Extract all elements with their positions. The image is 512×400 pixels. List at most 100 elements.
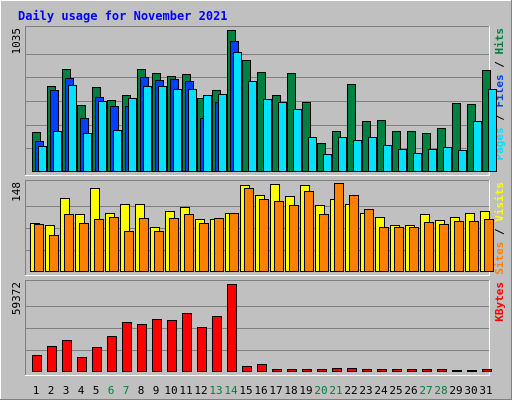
bar-kbytes-day-25 [392, 369, 402, 372]
bar-kbytes-day-26 [407, 369, 417, 372]
x-tick-label-26: 26 [404, 384, 417, 397]
bar-sites-day-6 [109, 217, 119, 272]
bar-kbytes-day-13 [212, 316, 222, 372]
bar-kbytes-day-16 [257, 364, 267, 372]
x-tick-label-9: 9 [153, 384, 160, 397]
bar-pages-day-3 [68, 85, 77, 172]
bar-pages-day-8 [143, 86, 152, 172]
bar-kbytes-day-3 [62, 340, 72, 372]
x-tick-label-7: 7 [123, 384, 130, 397]
bar-sites-day-26 [409, 227, 419, 272]
bar-sites-day-27 [424, 222, 434, 272]
bar-kbytes-day-23 [362, 369, 372, 372]
bar-sites-day-22 [349, 195, 359, 272]
x-tick-label-2: 2 [48, 384, 55, 397]
x-tick-label-11: 11 [179, 384, 192, 397]
x-tick-label-5: 5 [93, 384, 100, 397]
bar-sites-day-28 [439, 224, 449, 272]
bar-pages-day-2 [53, 131, 62, 172]
bar-pages-day-15 [248, 81, 257, 172]
x-tick-label-13: 13 [209, 384, 222, 397]
bar-kbytes-day-30 [467, 370, 477, 372]
x-tick-label-6: 6 [108, 384, 115, 397]
bar-hits-day-29 [452, 103, 461, 172]
bar-hits-day-26 [407, 131, 416, 172]
bar-sites-day-2 [49, 235, 59, 272]
series-kbytes [32, 284, 492, 372]
x-tick-label-19: 19 [299, 384, 312, 397]
x-tick-label-4: 4 [78, 384, 85, 397]
bar-pages-day-9 [158, 86, 167, 172]
bar-kbytes-day-28 [437, 369, 447, 372]
x-tick-label-24: 24 [374, 384, 388, 397]
bar-sites-day-29 [454, 221, 464, 272]
legend-entry: Hits [493, 28, 506, 55]
bar-pages-day-16 [263, 99, 272, 172]
bar-sites-day-8 [139, 218, 149, 272]
bar-sites-day-19 [304, 191, 314, 272]
bar-pages-day-18 [293, 109, 302, 172]
x-tick-label-25: 25 [389, 384, 402, 397]
bar-kbytes-day-19 [302, 369, 312, 372]
bar-sites-day-24 [379, 227, 389, 272]
bar-sites-day-1 [34, 224, 44, 272]
bar-pages-day-31 [488, 89, 497, 172]
x-tick-label-17: 17 [269, 384, 282, 397]
bar-sites-day-14 [229, 213, 239, 272]
panel-visits-sites: 148 Sites / Visits [10, 180, 506, 276]
bar-pages-day-22 [353, 140, 362, 172]
bar-sites-day-12 [199, 223, 209, 272]
bar-pages-day-19 [308, 137, 317, 172]
bar-sites-day-21 [334, 183, 344, 272]
bar-pages-day-24 [383, 145, 392, 172]
x-tick-label-28: 28 [434, 384, 447, 397]
bar-sites-day-30 [469, 221, 479, 272]
legend: Sites / Visits [493, 182, 506, 275]
x-tick-label-29: 29 [449, 384, 462, 397]
bar-kbytes-day-9 [152, 319, 162, 372]
x-tick-label-31: 31 [479, 384, 492, 397]
bar-kbytes-day-20 [317, 369, 327, 372]
bar-sites-day-20 [319, 214, 329, 272]
bar-pages-day-5 [98, 101, 107, 172]
bar-pages-day-17 [278, 102, 287, 172]
bar-sites-day-15 [244, 188, 254, 272]
bar-sites-day-17 [274, 201, 284, 272]
bar-sites-day-18 [289, 205, 299, 272]
x-tick-label-14: 14 [224, 384, 238, 397]
bar-kbytes-day-12 [197, 327, 207, 372]
bar-kbytes-day-17 [272, 369, 282, 372]
bar-pages-day-25 [398, 149, 407, 172]
bar-sites-day-11 [184, 214, 194, 272]
bar-sites-day-10 [169, 218, 179, 272]
bar-pages-day-13 [218, 94, 227, 172]
y-max-label: 1035 [10, 28, 23, 55]
bar-pages-day-21 [338, 137, 347, 172]
y-max-label: 148 [10, 182, 23, 202]
bar-pages-day-30 [473, 121, 482, 172]
bar-kbytes-day-31 [482, 369, 492, 372]
bar-pages-day-6 [113, 130, 122, 172]
bar-pages-day-29 [458, 150, 467, 172]
bar-hits-day-22 [347, 84, 356, 172]
bar-sites-day-4 [79, 223, 89, 272]
bar-kbytes-day-8 [137, 324, 147, 372]
bar-kbytes-day-21 [332, 368, 342, 372]
bar-kbytes-day-18 [287, 369, 297, 372]
bar-pages-day-20 [323, 154, 332, 172]
bar-sites-day-3 [64, 214, 74, 272]
x-tick-label-18: 18 [284, 384, 297, 397]
bar-pages-day-14 [233, 52, 242, 172]
bar-pages-day-11 [188, 89, 197, 172]
x-tick-label-21: 21 [329, 384, 342, 397]
series-pages [38, 52, 497, 172]
bar-kbytes-day-10 [167, 320, 177, 372]
bar-kbytes-day-1 [32, 355, 42, 372]
bar-pages-day-4 [83, 133, 92, 172]
bar-pages-day-12 [203, 95, 212, 172]
bar-kbytes-day-22 [347, 368, 357, 372]
bar-pages-day-26 [413, 153, 422, 172]
